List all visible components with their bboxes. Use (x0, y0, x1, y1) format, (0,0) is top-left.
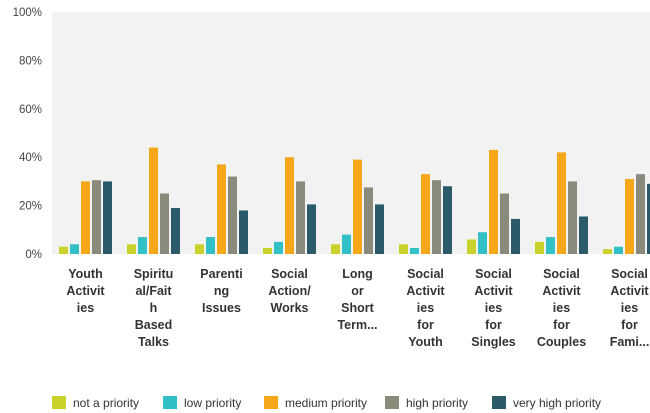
bar (614, 246, 623, 254)
legend-swatch (52, 396, 66, 409)
bar (217, 164, 226, 254)
bar (353, 159, 362, 254)
x-category-label: Social Activit ies for Singles (471, 267, 516, 349)
bar (535, 241, 544, 254)
bar (195, 244, 204, 254)
bar (579, 216, 588, 254)
bar (421, 174, 430, 254)
legend-label: very high priority (513, 396, 601, 410)
bar (364, 187, 373, 254)
bar (274, 241, 283, 254)
y-tick-label: 40% (19, 152, 42, 164)
bar (399, 244, 408, 254)
x-category-label: Spiritu al/Fait h Based Talks (134, 267, 174, 349)
legend-swatch (492, 396, 506, 409)
bar (603, 249, 612, 254)
bar (138, 237, 147, 254)
x-category-label: Long or Short Term... (337, 267, 377, 332)
bar (546, 237, 555, 254)
bar (478, 232, 487, 254)
bar (557, 152, 566, 254)
bar (296, 181, 305, 254)
y-axis-tick-labels: 0% 20% 40% 60% 80% 100% (13, 7, 42, 261)
bar (263, 247, 272, 254)
legend: not a priority low priority medium priorit… (52, 396, 601, 410)
bar (636, 174, 645, 254)
bar (331, 244, 340, 254)
x-category-label: Youth Activit ies (66, 267, 105, 315)
bar (410, 247, 419, 254)
y-tick-label: 20% (19, 201, 42, 213)
bar (307, 204, 316, 254)
bar (149, 147, 158, 254)
bar (239, 210, 248, 254)
bar (70, 244, 79, 254)
y-tick-label: 80% (19, 55, 42, 67)
bar (285, 157, 294, 254)
x-axis-category-labels: Youth Activit ies Spiritu al/Fait h Based Talks… (66, 267, 649, 349)
legend-swatch (385, 396, 399, 409)
bar (443, 186, 452, 254)
bar (500, 193, 509, 254)
bar (432, 180, 441, 254)
y-tick-label: 100% (13, 7, 42, 19)
x-category-label: Parenti ng Issues (200, 267, 242, 315)
legend-label: medium priority (285, 396, 367, 410)
bar (59, 246, 68, 254)
bar (103, 181, 112, 254)
bars (59, 147, 650, 254)
x-category-label: Social Activit ies for Fami... (610, 267, 650, 349)
x-category-label: Social Action/Works (268, 267, 311, 315)
bar (625, 178, 634, 254)
bar (228, 176, 237, 254)
bar (647, 183, 650, 254)
legend-label: low priority (184, 396, 241, 410)
bar (160, 193, 169, 254)
bar (171, 208, 180, 254)
x-category-label: Social Activit ies for Couples (537, 267, 586, 349)
bar (511, 218, 520, 254)
bar (489, 149, 498, 254)
y-tick-label: 60% (19, 104, 42, 116)
bar (342, 234, 351, 254)
legend-label: high priority (406, 396, 468, 410)
legend-swatch (264, 396, 278, 409)
bar (92, 180, 101, 254)
bar (206, 237, 215, 254)
legend-label: not a priority (73, 396, 139, 410)
bar (467, 239, 476, 254)
legend-swatch (163, 396, 177, 409)
bar (81, 181, 90, 254)
bar (568, 181, 577, 254)
y-tick-label: 0% (25, 249, 42, 261)
bar (127, 244, 136, 254)
x-category-label: Social Activit ies for Youth (406, 267, 445, 349)
bar (375, 204, 384, 254)
